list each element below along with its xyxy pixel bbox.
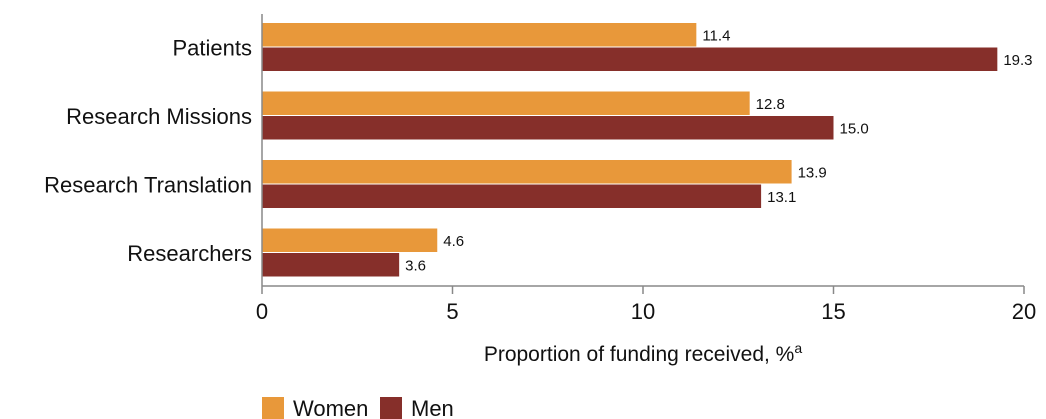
x-tick-label-10: 10	[631, 299, 655, 324]
bar-men-research-missions	[262, 116, 834, 140]
plot-area: 11.4 19.3 12.8 15.0 13.913.1 4.6 3.6	[262, 23, 1033, 277]
x-axis-title-superscript: a	[794, 340, 802, 356]
category-labels: Patients Research Missions Research Transl…	[44, 36, 252, 267]
data-label-men-research-translation: 13.1	[767, 189, 796, 206]
legend-label-women: Women	[293, 396, 368, 419]
x-tick-label-0: 0	[256, 299, 268, 324]
legend: Women Men	[262, 396, 454, 419]
bar-men-research-translation	[262, 184, 762, 208]
legend-swatch-men	[380, 397, 402, 419]
bar-men-patients	[262, 47, 998, 71]
data-label-men-researchers: 3.6	[405, 257, 426, 274]
x-axis-title-text: Proportion of funding received, %	[484, 343, 795, 366]
category-label-research-translation: Research Translation	[44, 173, 252, 198]
data-label-men-patients: 19.3	[1003, 52, 1032, 69]
data-label-women-research-translation: 13.9	[798, 164, 827, 181]
bar-women-patients	[262, 23, 697, 47]
x-tick-label-15: 15	[821, 299, 845, 324]
bar-women-research-translation	[262, 160, 792, 184]
bar-men-researchers	[262, 253, 400, 277]
x-tick-label-5: 5	[446, 299, 458, 324]
category-label-patients: Patients	[173, 36, 253, 61]
legend-swatch-women	[262, 397, 284, 419]
data-label-men-research-missions: 15.0	[840, 120, 869, 137]
x-axis-ticks: 0 5 10 15 20	[256, 286, 1036, 324]
bar-women-researchers	[262, 228, 438, 252]
category-label-research-missions: Research Missions	[66, 104, 252, 129]
x-axis-title: Proportion of funding received, %a	[484, 340, 803, 366]
data-label-women-researchers: 4.6	[443, 233, 464, 250]
x-tick-label-20: 20	[1012, 299, 1036, 324]
category-label-researchers: Researchers	[127, 241, 252, 266]
data-label-women-research-missions: 12.8	[756, 96, 785, 113]
bar-women-research-missions	[262, 91, 750, 115]
legend-label-men: Men	[411, 396, 454, 419]
data-label-women-patients: 11.4	[702, 27, 730, 44]
